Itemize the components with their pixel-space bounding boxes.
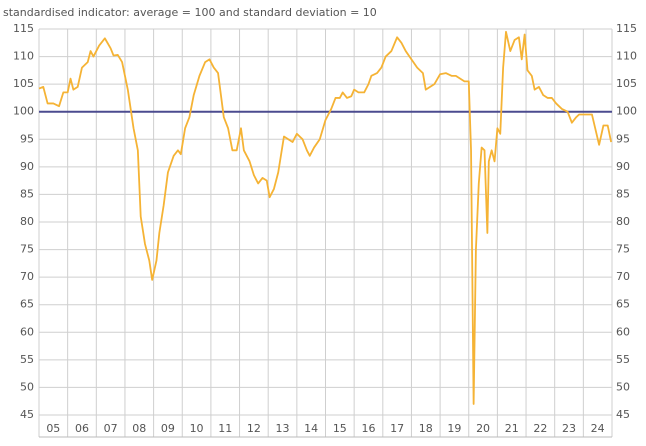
x-tick-label: 24	[591, 422, 605, 435]
x-tick-label: 10	[190, 422, 204, 435]
y-tick-label: 85	[20, 187, 34, 200]
y2-tick-label: 55	[616, 353, 630, 366]
y2-tick-label: 45	[616, 408, 630, 421]
x-tick-label: 16	[361, 422, 375, 435]
y2-tick-label: 80	[616, 215, 630, 228]
x-tick-label: 19	[447, 422, 461, 435]
y2-tick-label: 115	[616, 22, 637, 35]
y-tick-label: 55	[20, 353, 34, 366]
y2-tick-label: 65	[616, 298, 630, 311]
x-tick-label: 14	[304, 422, 318, 435]
y2-tick-label: 110	[616, 50, 637, 63]
y-tick-label: 110	[13, 50, 34, 63]
y-tick-label: 65	[20, 298, 34, 311]
y-tick-label: 115	[13, 22, 34, 35]
y2-tick-label: 50	[616, 380, 630, 393]
y2-tick-label: 95	[616, 132, 630, 145]
y-tick-label: 70	[20, 270, 34, 283]
x-tick-label: 21	[505, 422, 519, 435]
x-tick-label: 11	[218, 422, 232, 435]
y-tick-label: 75	[20, 243, 34, 256]
y2-tick-label: 75	[616, 243, 630, 256]
x-tick-label: 15	[333, 422, 347, 435]
y-tick-label: 45	[20, 408, 34, 421]
y-tick-label: 60	[20, 325, 34, 338]
x-tick-label: 13	[276, 422, 290, 435]
x-tick-label: 17	[390, 422, 404, 435]
chart-title: standardised indicator: average = 100 an…	[3, 6, 377, 19]
x-tick-label: 22	[533, 422, 547, 435]
y2-tick-label: 105	[616, 77, 637, 90]
y2-tick-label: 70	[616, 270, 630, 283]
y2-tick-label: 100	[616, 105, 637, 118]
x-tick-label: 06	[75, 422, 89, 435]
y2-tick-label: 60	[616, 325, 630, 338]
y2-tick-label: 90	[616, 160, 630, 173]
x-tick-label: 08	[132, 422, 146, 435]
y-tick-label: 80	[20, 215, 34, 228]
x-tick-label: 07	[104, 422, 118, 435]
y-tick-label: 100	[13, 105, 34, 118]
data-line	[38, 30, 613, 405]
x-tick-label: 05	[46, 422, 60, 435]
y-tick-label: 105	[13, 77, 34, 90]
y-tick-label: 95	[20, 132, 34, 145]
y-tick-label: 50	[20, 380, 34, 393]
x-tick-label: 18	[419, 422, 433, 435]
y2-tick-label: 85	[616, 187, 630, 200]
x-tick-label: 12	[247, 422, 261, 435]
x-tick-label: 23	[562, 422, 576, 435]
x-tick-label: 20	[476, 422, 490, 435]
y-tick-label: 90	[20, 160, 34, 173]
x-tick-label: 09	[161, 422, 175, 435]
